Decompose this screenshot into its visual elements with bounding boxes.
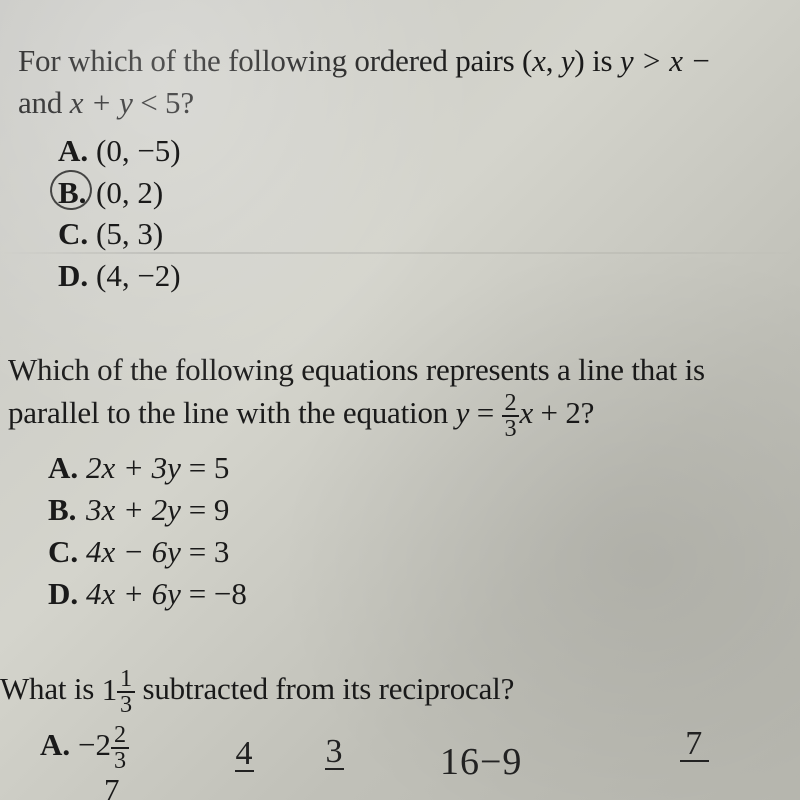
handwritten-work-3: 16−9: [440, 740, 522, 784]
frac-num: 1: [117, 667, 135, 693]
frac-num: 2: [502, 391, 520, 417]
mixed-whole: 1: [102, 669, 117, 711]
frac-num: 2: [111, 723, 129, 749]
q1-stem-post: ) is: [574, 43, 620, 78]
hw-frac-1: 4: [235, 738, 254, 800]
handwritten-work-4: 7: [680, 728, 709, 795]
q1-ineq1: y > x −: [620, 43, 711, 78]
q1-y: y: [561, 43, 575, 78]
q1-x: x: [532, 43, 546, 78]
choice-text: (0, 2): [96, 175, 163, 210]
choice-rhs: = −8: [181, 576, 247, 611]
frac-den: 3: [117, 693, 135, 717]
choice-label: B.: [48, 489, 86, 531]
q2-post: + 2?: [533, 395, 594, 430]
choice-lhs: 2x + 3y: [86, 450, 181, 485]
q2-stem: Which of the following equations represe…: [8, 349, 800, 441]
hw-frac-2: 3: [325, 736, 344, 800]
q2-choice-a[interactable]: A.2x + 3y = 5: [48, 447, 800, 489]
choice-rhs: = 3: [181, 534, 229, 569]
hw-bar: [235, 770, 254, 800]
q2-choice-d[interactable]: D.4x + 6y = −8: [48, 573, 800, 615]
choice-rhs: = 9: [181, 492, 229, 527]
q1-stem: For which of the following ordered pairs…: [18, 40, 800, 124]
q2-eq: =: [469, 395, 501, 430]
q1-choice-a[interactable]: A.(0, −5): [58, 130, 800, 172]
choice-label: D.: [58, 255, 96, 297]
choice-label: A.: [58, 130, 96, 172]
question-1: For which of the following ordered pairs…: [18, 40, 800, 297]
q2-y: y: [456, 395, 470, 430]
q2-choice-b[interactable]: B.3x + 2y = 9: [48, 489, 800, 531]
fraction-1-3: 13: [117, 667, 135, 717]
hw-top: 3: [325, 736, 344, 768]
q1-choice-b[interactable]: B.(0, 2): [58, 172, 800, 214]
hw-frac-3: 7: [680, 728, 709, 795]
choice-lhs: 4x + 6y: [86, 576, 181, 611]
choice-lhs: 4x − 6y: [86, 534, 181, 569]
q2-choice-c[interactable]: C.4x − 6y = 3: [48, 531, 800, 573]
hw-top: 7: [680, 728, 709, 760]
choice-rhs: = 5: [181, 450, 229, 485]
q2-x: x: [519, 395, 533, 430]
choice-text: (0, −5): [96, 133, 181, 168]
q2-line2-pre: parallel to the line with the equation: [8, 395, 456, 430]
q3-stem: What is 113 subtracted from its reciproc…: [0, 667, 800, 717]
choice-label: A.: [48, 447, 86, 489]
fraction-2-3b: 23: [111, 723, 129, 773]
q1-choice-c[interactable]: C.(5, 3): [58, 213, 800, 255]
frac-den: 3: [502, 417, 520, 441]
q2-line1: Which of the following equations represe…: [8, 352, 705, 387]
q1-stem-text: For which of the following ordered pairs…: [18, 43, 532, 78]
choice-neg: −2: [78, 727, 111, 762]
q1-line2-pre: and: [18, 85, 70, 120]
choice-label: D.: [48, 573, 86, 615]
handwritten-work-2: 3: [325, 736, 344, 800]
hw-top: 4: [235, 738, 254, 770]
choice-label: C.: [58, 213, 96, 255]
hw-bar: [325, 768, 344, 800]
q1-comma: ,: [546, 43, 561, 78]
q2-choices: A.2x + 3y = 5 B.3x + 2y = 9 C.4x − 6y = …: [48, 447, 800, 614]
q1-choices: A.(0, −5) B.(0, 2) C.(5, 3) D.(4, −2): [58, 130, 800, 297]
q1-line2-post: < 5?: [133, 85, 194, 120]
choice-text: (4, −2): [96, 258, 181, 293]
q1-xpy: x + y: [70, 85, 133, 120]
choice-lhs: 3x + 2y: [86, 492, 181, 527]
handwritten-work-1: 4: [235, 738, 254, 800]
q3-pre: What is: [0, 671, 102, 706]
choice-label: C.: [48, 531, 86, 573]
hw-bar: [680, 760, 709, 794]
choice-label: A.: [40, 724, 78, 766]
question-2: Which of the following equations represe…: [8, 349, 800, 615]
fraction-2-3: 23: [502, 391, 520, 441]
q3-post: subtracted from its reciprocal?: [135, 671, 514, 706]
choice-text: (5, 3): [96, 216, 163, 251]
trailing-7: 7: [104, 772, 120, 800]
q1-choice-d[interactable]: D.(4, −2): [58, 255, 800, 297]
